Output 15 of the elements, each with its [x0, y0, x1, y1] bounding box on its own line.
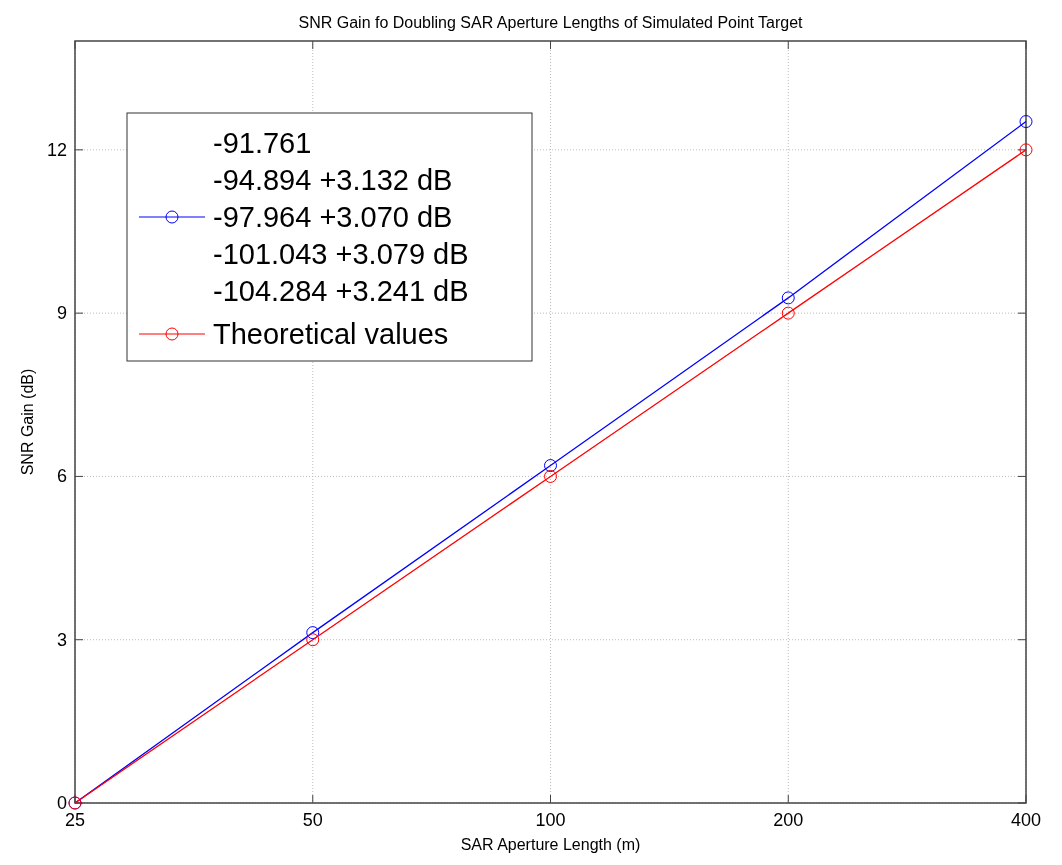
y-axis-title: SNR Gain (dB): [19, 368, 36, 476]
chart-title: SNR Gain fo Doubling SAR Aperture Lengths of Simulated Point Target: [298, 14, 804, 31]
legend-label: Theoretical values: [213, 318, 449, 350]
x-tick-label: 100: [535, 810, 566, 830]
y-tick-label: 0: [56, 793, 67, 813]
x-tick-label: 400: [1010, 810, 1042, 830]
y-tick-label: 12: [46, 139, 67, 160]
y-tick-label: 9: [56, 303, 67, 324]
legend-label: -91.761 -94.894 +3.132 dB -97.964 +3.070 dB -101.043 +3.079 dB -104.284 +3.241 dB: [213, 127, 469, 307]
x-axis-title: SAR Aperture Length (m): [460, 836, 641, 853]
x-tick-label: 200: [773, 810, 804, 830]
y-tick-label: 6: [56, 466, 67, 487]
x-tick-label: 25: [64, 810, 86, 830]
y-tick-label: 3: [56, 629, 67, 650]
x-tick-label: 50: [302, 810, 323, 830]
